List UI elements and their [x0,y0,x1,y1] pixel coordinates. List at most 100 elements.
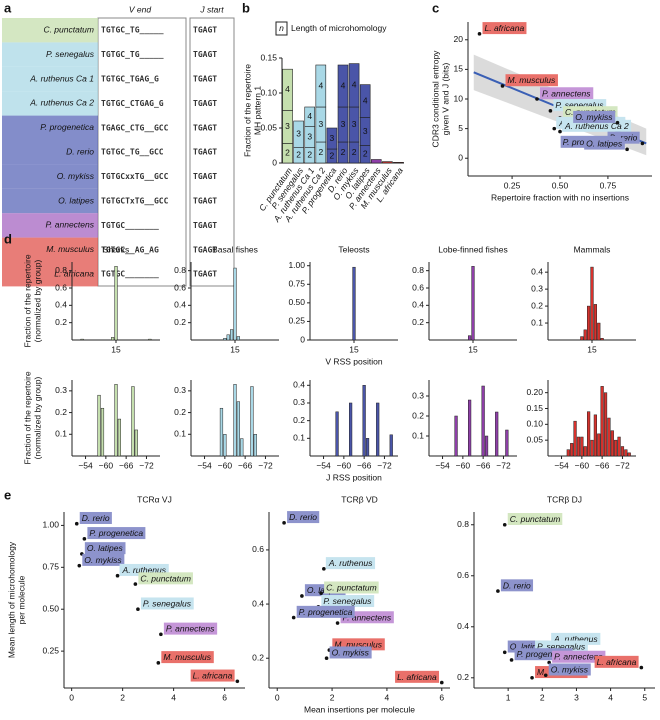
segment-label: 3 [285,121,290,131]
x-tick-label: 4 [171,692,176,702]
label-box [287,511,320,524]
point [115,573,120,578]
x-tick-label: 2 [330,692,335,702]
panel-label: c [432,0,439,15]
y-tick-label: 5 [458,123,463,133]
bar [583,446,587,457]
row-band [2,213,98,238]
x-axis-label: Mean insertions per molecule [304,704,415,714]
x-tick-label: −54 [197,460,212,470]
label-box [84,542,126,555]
species-name: P. annectens [45,220,94,230]
x-axis-label: Repertoire fraction with no insertions [491,192,629,202]
point-label: O. mykiss [332,647,370,657]
point-label: M. musculus [334,639,382,649]
row-band [2,18,98,43]
bar-segment [348,63,360,108]
x-tick-label: 0.50 [552,180,569,190]
y-axis-label: Mean length of microhomology [6,541,16,658]
bar [114,384,118,457]
row-band [2,115,98,140]
point [502,650,507,655]
v-end-logo: TGTGC_______ [101,270,159,279]
bar [505,429,509,457]
j-start-logo: TGAGT [193,26,217,35]
v-end-logo: TGTGC_TG_____ [101,26,164,35]
bar [583,329,587,341]
y-axis-label: (normalized by group) [32,376,42,459]
chart-title: Sharks [103,244,129,254]
label-box [296,605,355,618]
bar [233,384,237,457]
x-tick-label: 15 [587,344,597,354]
label-box [552,650,606,663]
bar [219,407,224,457]
y-tick-label: 0.4 [252,598,264,608]
point-label: P. progenetica [517,649,571,659]
j-start-logo: TGAGT [193,245,217,254]
x-tick-label: −72 [377,460,392,470]
legend-box [275,21,288,36]
bar [587,305,591,341]
y-tick-label: 0.50 [288,297,305,307]
logo-frame [189,17,235,287]
x-tick-label: −60 [99,460,114,470]
point [552,126,557,131]
segment-label: 4 [318,80,323,90]
y-tick-label: 0.6 [457,570,469,580]
y-tick-label: 0.05 [526,434,543,444]
x-tick-label: −72 [496,460,511,470]
species-name: M. musculus [46,244,94,254]
point [335,621,340,625]
point-label: P. annectens [554,652,603,662]
point-label: O. mykiss [551,664,589,674]
x-tick-label: −60 [337,460,352,470]
y-axis-label: per molecule [16,575,26,624]
x-tick-label: 5 [642,692,647,702]
point-label: P. senegalus [323,596,372,606]
segment-label: 3 [352,119,357,129]
x-tick-label: 0 [275,692,280,702]
row-band [2,237,98,262]
y-tick-label: 0.2 [174,317,186,327]
segment-label: 2 [296,150,301,160]
label-box [140,597,194,610]
bar [362,385,366,457]
point-label: C. punctatum [140,573,191,583]
chart-title: Basal fishes [212,244,258,254]
x-tick-label: −54 [78,460,93,470]
segment-label: 4 [285,84,290,94]
y-tick-label: 0.4 [412,300,424,310]
x-tick-label: −66 [119,460,134,470]
x-tick-label: −54 [435,460,450,470]
bar [593,414,597,457]
chart-title: Lobe-finned fishes [438,244,507,254]
bar-segment [282,68,293,111]
segment-label: 2 [330,150,335,160]
point [543,673,548,678]
point-label: L. africana [193,671,233,681]
v-end-logo: TGTGC_TG_____ [101,50,164,59]
label-box [321,595,375,608]
point-label: P. annectens [343,612,392,622]
label-box [573,110,616,123]
species-name: A. ruthenus Ca 1 [29,73,94,83]
y-tick-label: 0.2 [412,410,424,420]
species-name: P. progenetica [40,122,94,132]
label-box [138,572,193,585]
y-tick-label: 0.20 [526,387,543,397]
bar [617,436,621,457]
bar [587,411,591,457]
legend-title: Length of microhomology [291,23,387,33]
bar [597,322,601,341]
label-box [505,74,558,87]
x-tick-label: 4 [385,692,390,702]
point-label: D. rerio [289,512,317,522]
bar [600,386,604,457]
column-header: J start [199,4,224,14]
point-label: D. rerio [82,513,110,523]
point [324,656,329,661]
y-tick-label: 0.2 [174,407,186,417]
y-tick-label: 0.10 [260,87,277,97]
